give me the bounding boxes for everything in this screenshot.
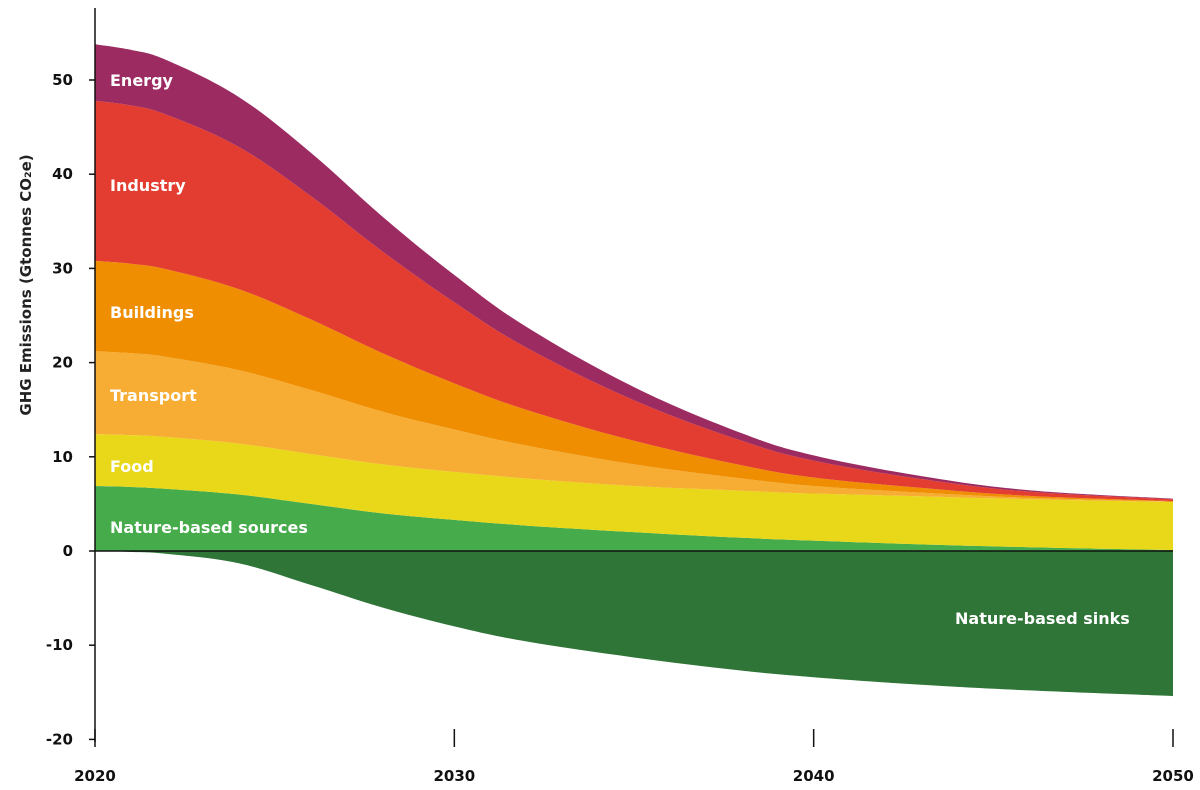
axes: 50 40 30 20 10 0 -10 -20 2020 2030 2040 2050 [46,8,1194,785]
area-layers [95,44,1173,697]
area-transport [95,351,1173,503]
y-tick-label: 40 [52,165,73,183]
x-tick-label: 2050 [1152,767,1194,785]
band-label-nature-based-sinks: Nature-based sinks [955,609,1130,628]
band-label-industry: Industry [110,176,186,195]
x-tick-label: 2020 [74,767,116,785]
y-tick-label: 20 [52,354,73,372]
band-label-energy: Energy [110,71,174,90]
band-label-food: Food [110,457,154,476]
area-energy [95,44,1173,500]
area-food [95,434,1173,551]
band-label-nature-based-sources: Nature-based sources [110,518,308,537]
y-tick-label: 0 [63,542,73,560]
band-label-buildings: Buildings [110,303,194,322]
area-nature-based-sinks [95,551,1173,697]
area-buildings [95,260,1173,502]
band-labels: Nature-based sources Food Transport Buildin… [110,71,1130,628]
y-tick-label: -20 [46,730,73,748]
y-tick-label: 10 [52,448,73,466]
y-tick-label: 30 [52,259,73,277]
band-label-transport: Transport [110,386,197,405]
area-nature-based-sources [95,486,1173,551]
x-tick-label: 2040 [793,767,835,785]
y-axis-title: GHG Emissions (Gtonnes CO₂e) [17,154,35,415]
y-tick-label: -10 [46,636,73,654]
area-industry [95,100,1173,502]
y-tick-label: 50 [52,71,73,89]
x-tick-label: 2030 [433,767,475,785]
